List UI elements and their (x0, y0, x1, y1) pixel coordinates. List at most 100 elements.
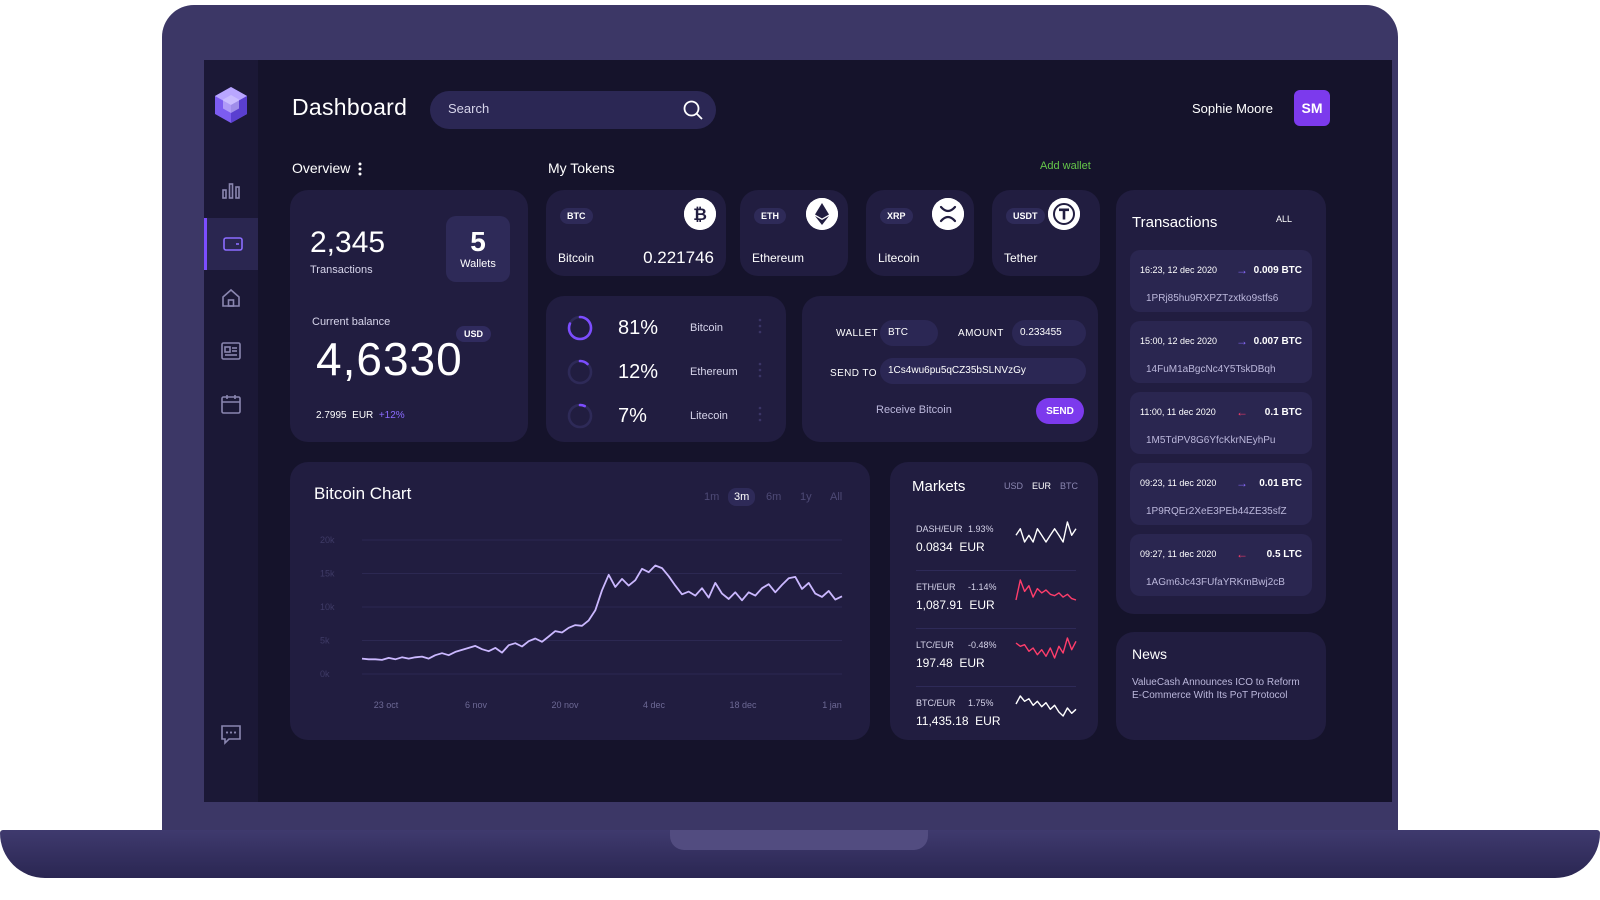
laptop-notch (670, 830, 928, 850)
more-vertical-icon[interactable] (758, 406, 762, 422)
allocation-name: Litecoin (690, 410, 728, 422)
nav-analytics[interactable] (204, 164, 258, 216)
chart-title: Bitcoin Chart (314, 484, 412, 503)
allocation-row[interactable]: 7% Litecoin (546, 396, 786, 436)
sidebar (204, 60, 258, 802)
fx-row: 2.7995 EUR +12% (316, 410, 405, 421)
overview-heading: Overview (292, 160, 351, 176)
cube-logo-icon[interactable] (213, 86, 249, 124)
more-vertical-icon[interactable] (758, 318, 762, 334)
allocation-percent: 81% (618, 317, 659, 339)
markets-tab-eur[interactable]: EUR (1032, 481, 1052, 491)
market-row[interactable]: DASH/EUR 1.93% 0.0834 EUR (890, 518, 1098, 576)
market-sparkline (1015, 637, 1077, 659)
wallet-label: WALLET (836, 328, 879, 339)
transaction-hash: 1AGm6Jc43FUfaYRKmBwj2cB (1146, 577, 1285, 588)
transaction-amount: 0.01 BTC (1259, 478, 1302, 489)
x-tick-label: 23 oct (374, 700, 399, 710)
market-pair: DASH/EUR (916, 524, 963, 534)
divider (916, 686, 1076, 687)
market-row[interactable]: LTC/EUR -0.48% 197.48 EUR (890, 634, 1098, 692)
divider (916, 570, 1076, 571)
arrow-right-icon: → (1236, 263, 1248, 277)
transaction-time: 15:00, 12 dec 2020 (1140, 336, 1218, 346)
allocation-name: Bitcoin (690, 322, 724, 334)
sparkline-path (1015, 521, 1077, 543)
range-tab-1m[interactable]: 1m (704, 491, 720, 503)
nav-chat[interactable] (204, 708, 258, 760)
range-tab-6m[interactable]: 6m (766, 491, 782, 503)
news-headline[interactable]: ValueCash Announces ICO to Reform E-Comm… (1132, 677, 1300, 701)
dashboard-screen: Dashboard Sophie Moore SM Overview My To… (204, 60, 1392, 802)
market-sparkline (1015, 579, 1077, 601)
token-card-usdt[interactable]: USDT Tether (992, 190, 1100, 276)
fx-change: +12% (378, 410, 405, 421)
bar-chart-icon (222, 183, 240, 199)
token-value: 0.221746 (643, 248, 714, 267)
wallet-icon (222, 237, 243, 251)
transaction-item[interactable]: 09:23, 11 dec 2020 → 0.01 BTC 1P9RQEr2Xe… (1130, 463, 1312, 525)
market-price: 1,087.91 EUR (916, 598, 995, 612)
markets-tab-usd[interactable]: USD (1004, 481, 1024, 491)
market-row[interactable]: ETH/EUR -1.14% 1,087.91 EUR (890, 576, 1098, 634)
token-card-btc[interactable]: BTC ₿ Bitcoin 0.221746 (546, 190, 726, 276)
avatar[interactable]: SM (1294, 90, 1330, 126)
balance-currency-badge[interactable]: USD (456, 326, 492, 342)
add-wallet-link[interactable]: Add wallet (1040, 160, 1091, 172)
token-card-xrp[interactable]: XRP Litecoin (866, 190, 974, 276)
nav-calendar[interactable] (204, 378, 258, 430)
nav-wallet[interactable] (204, 218, 258, 270)
token-symbol: BTC (560, 208, 593, 224)
search-icon[interactable] (682, 99, 704, 121)
token-symbol: ETH (754, 208, 786, 224)
more-vertical-icon[interactable] (758, 362, 762, 378)
transactions-filter-all[interactable]: ALL (1276, 214, 1293, 224)
send-to-input[interactable]: 1Cs4wu6pu5qCZ35bSLNVzGy (880, 358, 1086, 384)
token-name: Litecoin (878, 251, 920, 265)
more-vertical-icon[interactable] (356, 162, 364, 176)
send-to-label: SEND TO (830, 368, 877, 379)
market-row[interactable]: BTC/EUR 1.75% 11,435.18 EUR (890, 692, 1098, 750)
transaction-time: 11:00, 11 dec 2020 (1140, 407, 1216, 417)
transaction-time: 09:27, 11 dec 2020 (1140, 549, 1217, 559)
range-tab-all[interactable]: All (830, 491, 843, 503)
arrow-left-icon: ← (1236, 547, 1248, 561)
markets-tab-btc[interactable]: BTC (1060, 481, 1078, 491)
transaction-item[interactable]: 09:27, 11 dec 2020 ← 0.5 LTC 1AGm6Jc43FU… (1130, 534, 1312, 596)
transaction-amount: 0.1 BTC (1264, 407, 1302, 418)
nav-home[interactable] (204, 272, 258, 324)
send-button[interactable]: SEND (1036, 398, 1084, 424)
range-tab-3m[interactable]: 3m (728, 488, 756, 506)
x-tick-label: 1 jan (822, 700, 842, 710)
svg-text:₿: ₿ (693, 205, 707, 225)
nav-news[interactable] (204, 325, 258, 377)
amount-input[interactable]: 0.233455 (1012, 320, 1086, 346)
transactions-label: Transactions (310, 264, 373, 276)
y-tick-label: 10k (320, 602, 335, 612)
bitcoin-price-line (361, 564, 843, 661)
user-name[interactable]: Sophie Moore (1192, 101, 1273, 116)
receive-bitcoin-link[interactable]: Receive Bitcoin (876, 404, 952, 416)
news-card[interactable]: News ValueCash Announces ICO to Reform E… (1116, 632, 1326, 740)
wallets-badge[interactable]: 5 Wallets (446, 216, 510, 282)
allocation-ring-fill (567, 315, 593, 341)
transaction-item[interactable]: 16:23, 12 dec 2020 → 0.009 BTC 1PRj85hu9… (1130, 250, 1312, 312)
transaction-item[interactable]: 11:00, 11 dec 2020 ← 0.1 BTC 1M5TdPV8G6Y… (1130, 392, 1312, 454)
transaction-hash: 14FuM1aBgcNc4Y5TskDBqh (1146, 364, 1276, 375)
bitcoin-line-chart[interactable]: 0k 5k 10k 15k 20k 23 oct 6 nov 20 nov 4 dec 18 de… (290, 462, 870, 740)
wallet-select[interactable]: BTC (880, 320, 938, 346)
wallets-label: Wallets (460, 258, 496, 270)
market-price: 197.48 EUR (916, 656, 985, 670)
transactions-title: Transactions (1132, 214, 1218, 231)
search-input[interactable] (448, 101, 668, 116)
home-icon (222, 288, 240, 307)
token-card-eth[interactable]: ETH Ethereum (740, 190, 848, 276)
transaction-item[interactable]: 15:00, 12 dec 2020 → 0.007 BTC 14FuM1aBg… (1130, 321, 1312, 383)
sparkline-path (1015, 637, 1077, 659)
token-name: Tether (1004, 251, 1038, 265)
range-tab-1y[interactable]: 1y (800, 491, 812, 503)
allocation-row[interactable]: 81% Bitcoin (546, 308, 786, 348)
search-box[interactable] (430, 91, 716, 129)
allocation-row[interactable]: 12% Ethereum (546, 352, 786, 392)
market-change: 1.93% (968, 524, 994, 534)
